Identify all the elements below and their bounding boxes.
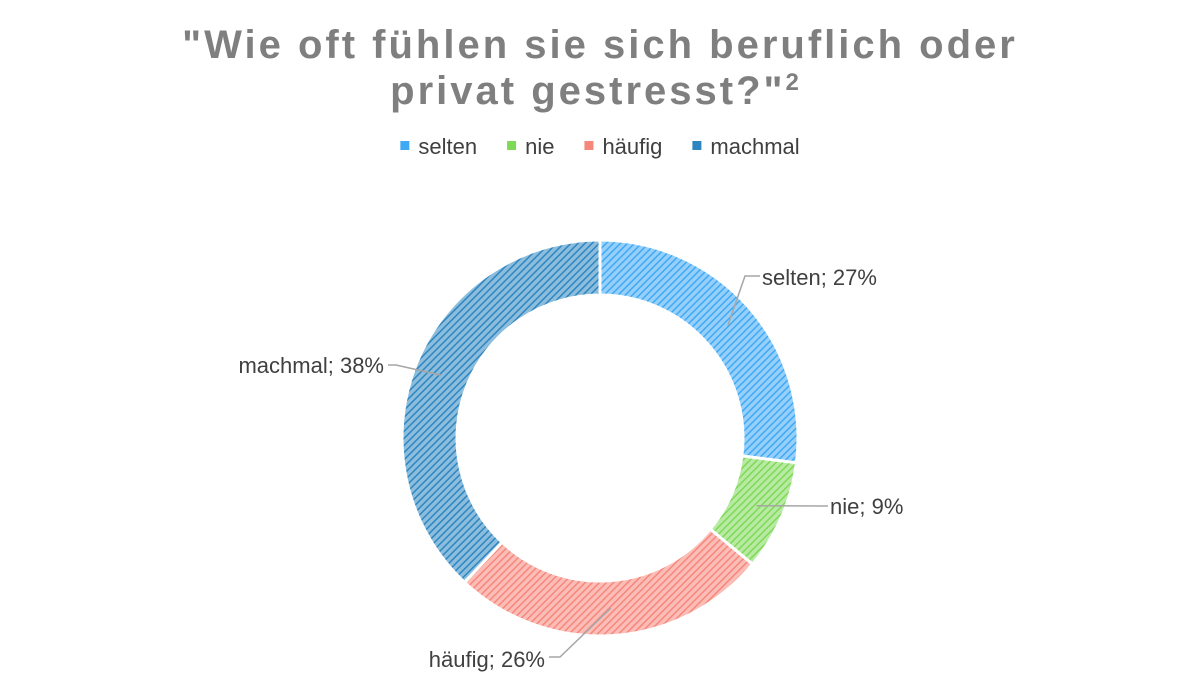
chart-title-line-2: privat gestresst?"2	[390, 69, 802, 113]
chart-title-superscript: 2	[785, 69, 801, 96]
data-labels: selten; 27% nie; 9% häufig; 26% machmal; 38…	[238, 265, 903, 672]
leader-line-haufig	[549, 607, 612, 658]
legend-label-machmal: machmal	[710, 134, 799, 159]
data-label-machmal: machmal; 38%	[238, 353, 384, 378]
chart-title-line-2-text: privat gestresst?"	[390, 69, 785, 113]
chart-legend: selten nie häufig machmal	[400, 134, 800, 159]
legend-swatch-selten	[400, 141, 410, 150]
legend-swatch-machmal	[692, 141, 702, 150]
data-label-haufig: häufig; 26%	[429, 647, 545, 672]
leader-line-machmal	[388, 364, 442, 376]
chart-title-line-1: "Wie oft fühlen sie sich beruflich oder	[182, 23, 1018, 67]
doughnut-slices	[400, 238, 800, 638]
slice-machmal	[400, 238, 602, 585]
data-label-nie: nie; 9%	[830, 494, 903, 519]
legend-label-nie: nie	[525, 134, 554, 159]
data-label-selten: selten; 27%	[762, 265, 877, 290]
slice-haufig	[462, 527, 755, 638]
leader-line-selten	[727, 275, 760, 326]
legend-label-selten: selten	[418, 134, 477, 159]
legend-swatch-nie	[507, 141, 517, 150]
legend-label-haufig: häufig	[602, 134, 662, 159]
legend-swatch-haufig	[584, 141, 594, 150]
